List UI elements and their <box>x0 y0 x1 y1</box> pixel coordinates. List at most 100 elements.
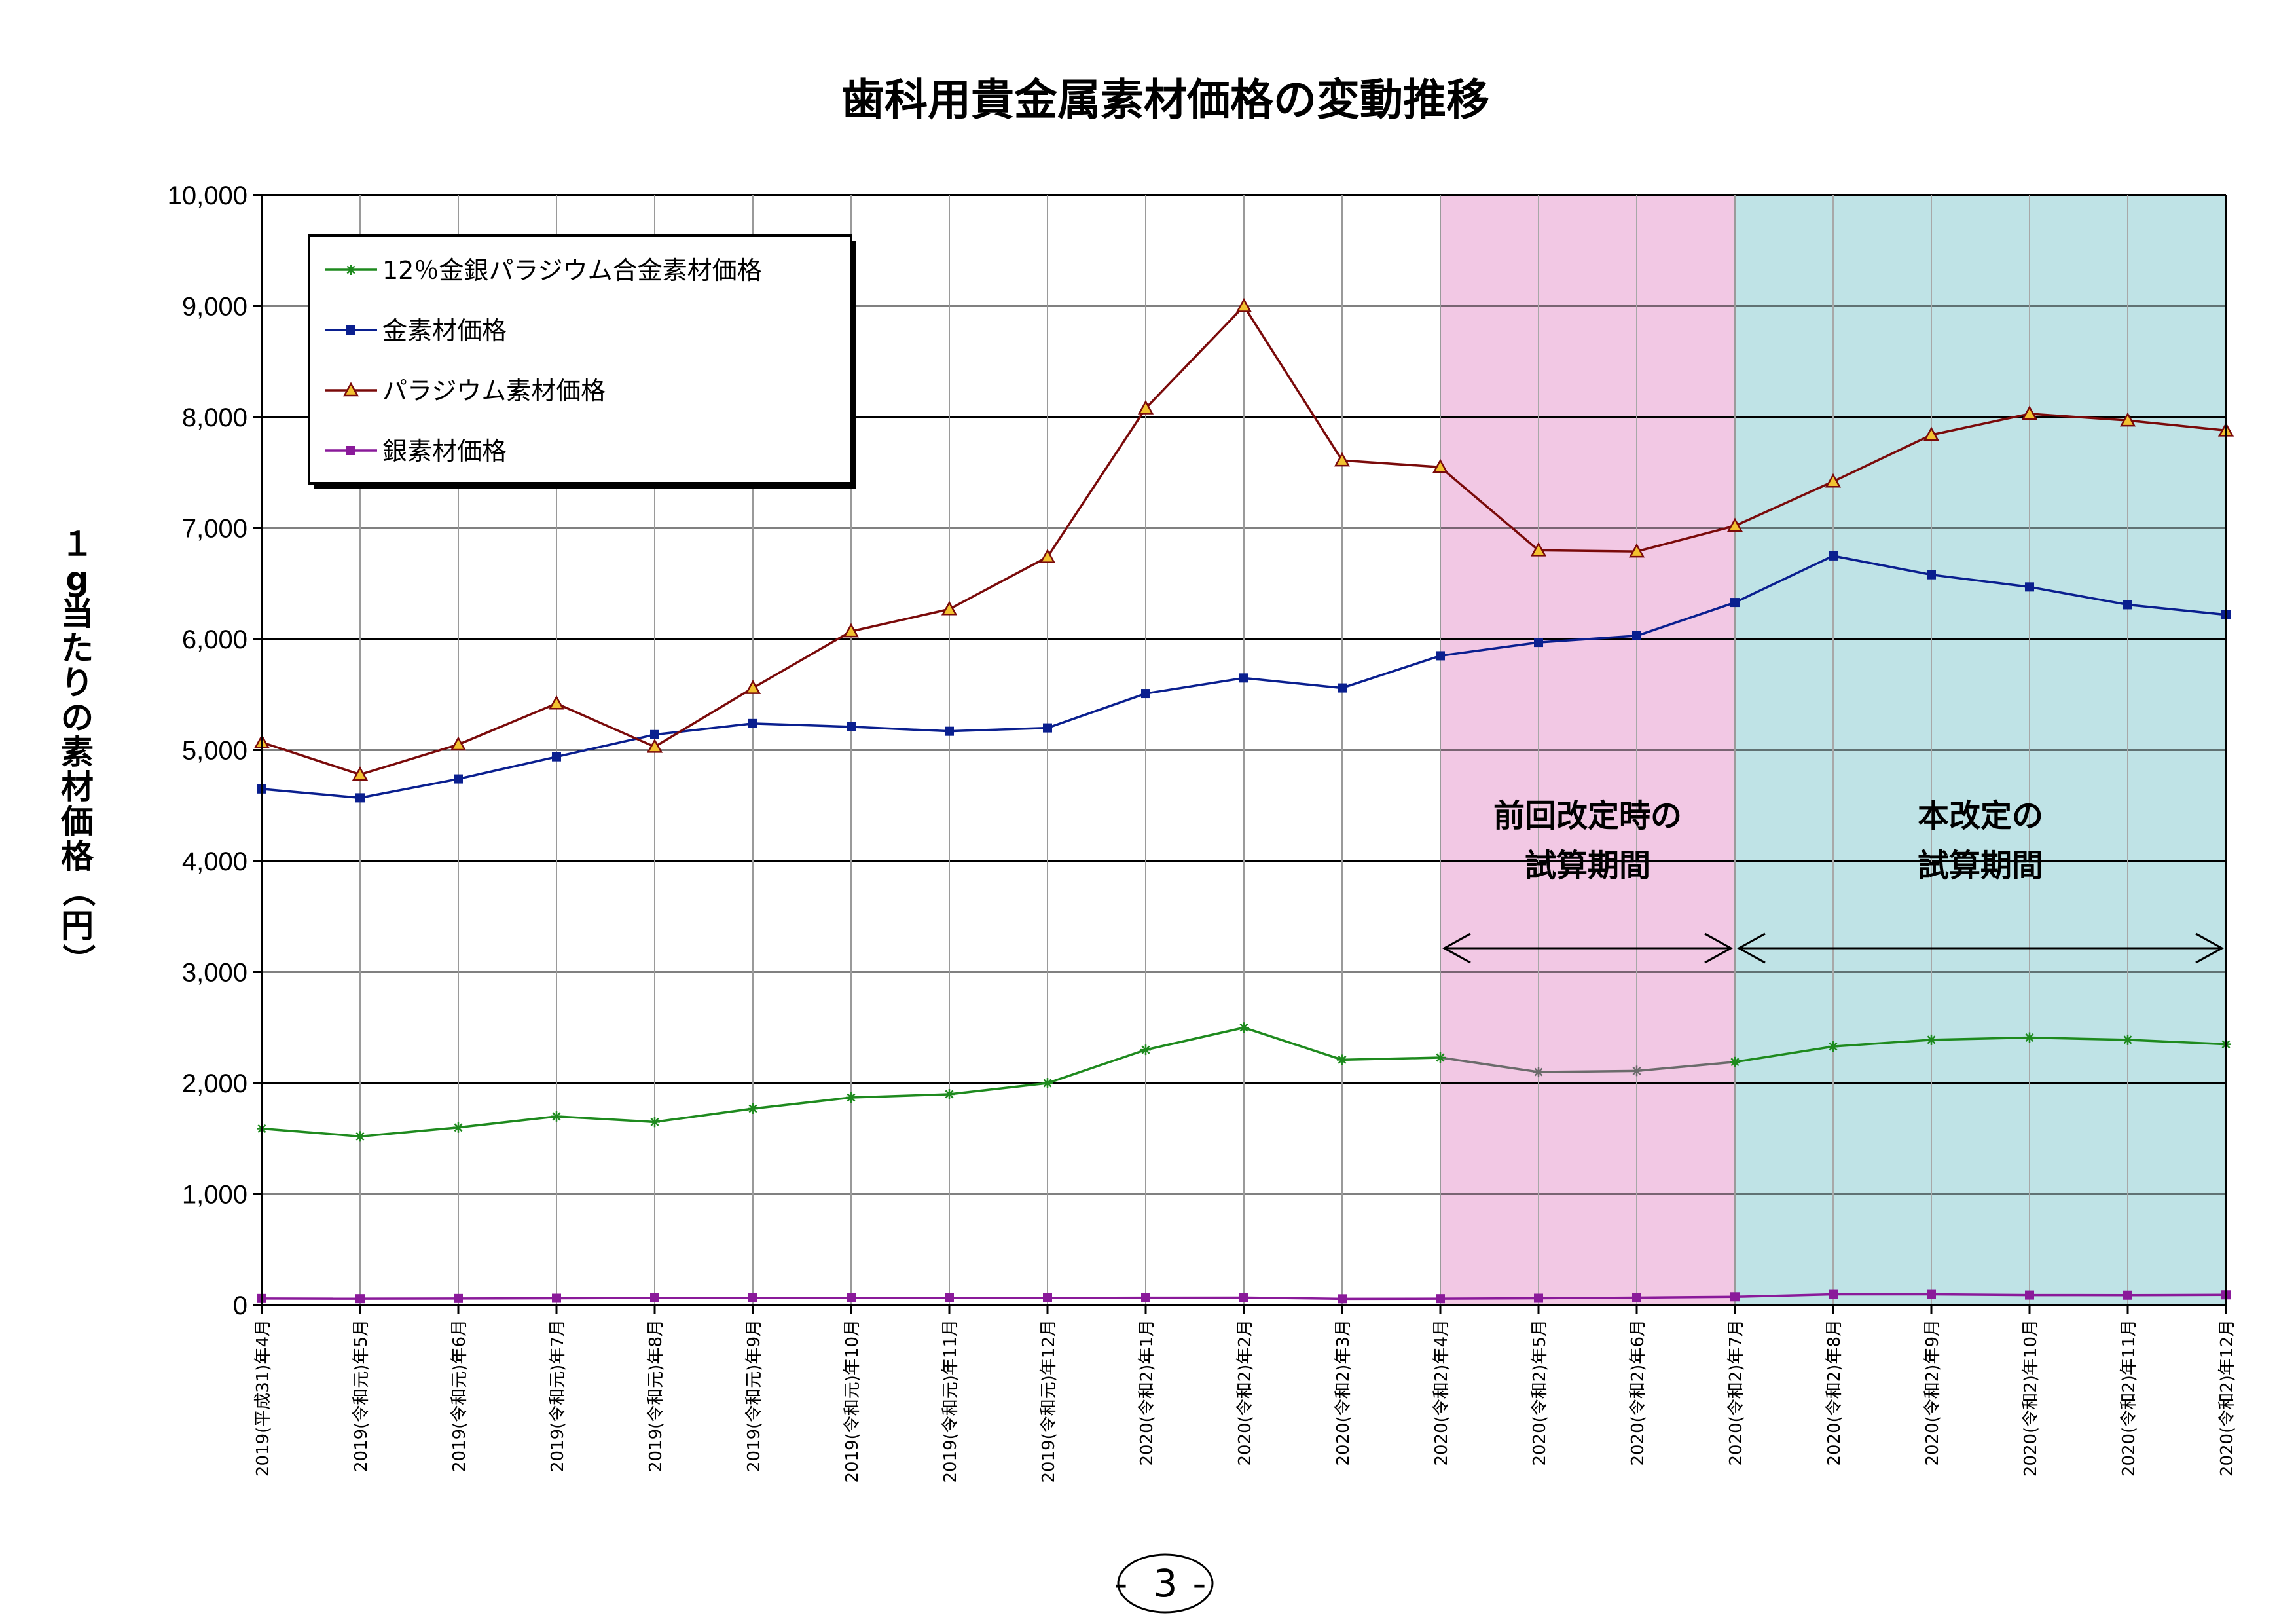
series-segment <box>1734 555 1834 604</box>
data-point <box>1534 1293 1543 1303</box>
y-tick-label: 6,000 <box>182 625 247 654</box>
data-point <box>552 1293 561 1303</box>
data-point <box>1141 1293 1150 1302</box>
x-tick-label: 2020(令和2)年11月 <box>2119 1320 2139 1477</box>
series-segment <box>2127 419 2227 432</box>
series-segment <box>556 733 655 758</box>
data-point <box>1631 1065 1642 1077</box>
data-point <box>2123 1034 2133 1045</box>
series-segment <box>1243 1296 1343 1301</box>
data-point <box>1235 297 1252 312</box>
data-point <box>2119 412 2136 427</box>
y-tick-label: 3,000 <box>182 959 247 987</box>
data-point <box>1043 1293 1052 1302</box>
series-segment <box>949 726 1048 733</box>
series-1 <box>257 1022 2231 1142</box>
data-point <box>2123 1290 2132 1300</box>
series-segment <box>1047 1048 1146 1084</box>
x-tick-label: 2020(令和2)年5月 <box>1530 1320 1550 1466</box>
data-point <box>454 774 463 784</box>
series-segment <box>2029 413 2128 422</box>
axes <box>253 194 2227 1314</box>
data-point <box>944 1088 955 1099</box>
series-segment <box>1734 480 1834 527</box>
data-point <box>1923 426 1940 441</box>
y-tick-label: 2,000 <box>182 1069 247 1098</box>
data-point <box>1337 1054 1347 1065</box>
data-point <box>355 793 365 803</box>
series-segment <box>1046 407 1147 558</box>
x-tick-label: 2019(平成31)年4月 <box>253 1320 273 1477</box>
series-segment <box>949 1082 1048 1096</box>
data-point <box>1829 551 1838 561</box>
series-segment <box>1243 1026 1343 1061</box>
x-tick-label: 2020(令和2)年4月 <box>1432 1320 1451 1466</box>
series-segment <box>2127 1039 2227 1046</box>
series-segment <box>654 1107 754 1124</box>
x-tick-label: 2019(令和元)年12月 <box>1039 1320 1059 1483</box>
data-point <box>453 1122 464 1133</box>
series-segment <box>1243 305 1343 462</box>
y-tick-label: 10,000 <box>168 181 247 210</box>
period-label-line1: 前回改定時の <box>1493 798 1682 834</box>
data-point <box>1239 1022 1249 1033</box>
x-tick-label: 2019(令和元)年8月 <box>646 1320 666 1472</box>
series-segment <box>1636 601 1736 637</box>
series-segment <box>556 702 655 748</box>
period-arrow <box>1442 932 1734 964</box>
data-point <box>1042 1078 1053 1088</box>
data-point <box>1338 683 1347 693</box>
data-point <box>945 1293 954 1302</box>
series-segment <box>1047 692 1146 729</box>
data-point <box>552 752 561 762</box>
data-point <box>2021 405 2038 420</box>
data-point <box>1432 458 1449 473</box>
x-tick-label: 2020(令和2)年3月 <box>1334 1320 1353 1466</box>
data-point <box>744 680 761 694</box>
data-point <box>1730 1056 1740 1067</box>
data-point <box>1533 1067 1544 1078</box>
data-point <box>1628 543 1645 558</box>
series-segment <box>1341 1056 1441 1061</box>
data-point <box>1825 473 1842 488</box>
series-segment <box>1440 641 1539 657</box>
series-segment <box>654 722 754 736</box>
data-point <box>847 722 856 731</box>
period-arrow <box>1736 932 2225 964</box>
x-tick-label: 2019(令和元)年10月 <box>843 1320 862 1483</box>
data-point <box>1730 598 1740 608</box>
data-point <box>1730 1292 1740 1302</box>
series-segment <box>1440 1056 1539 1073</box>
y-tick-label: 5,000 <box>182 737 247 766</box>
series-segment <box>752 630 852 690</box>
series-segment <box>261 741 361 776</box>
y-label-char: 円 <box>61 907 94 945</box>
period-label-line2: 試算期間 <box>1525 847 1650 884</box>
data-point <box>454 1293 463 1303</box>
series-segment <box>458 702 557 746</box>
legend-entry: 銀素材価格 <box>382 437 507 466</box>
data-point <box>1926 1034 1937 1045</box>
data-point <box>1534 638 1543 648</box>
series-segment <box>458 755 557 781</box>
data-point <box>748 718 757 728</box>
data-point <box>941 600 958 616</box>
series-segment <box>1341 459 1441 469</box>
chart-title: 歯科用貴金属素材価格の変動推移 <box>841 75 1489 125</box>
x-tick-label: 2019(令和元)年9月 <box>744 1320 764 1472</box>
y-tick-labels: 0 1,000 2,000 3,000 4,000 5,000 6,000 7,000 8,00… <box>168 181 247 1320</box>
page-number-text: 3 <box>1154 1561 1178 1606</box>
y-label-char: 価 <box>60 803 94 841</box>
series-segment <box>1734 1293 1834 1299</box>
data-point <box>1137 399 1154 415</box>
series-segment <box>1439 466 1540 551</box>
series-segment <box>1636 1061 1736 1073</box>
x-tick-labels: 2019(平成31)年4月 2019(令和元)年5月 2019(令和元)年6月 201… <box>253 1320 2237 1483</box>
series-segment <box>359 777 459 800</box>
page-number-oval <box>1117 1553 1214 1614</box>
series-segment <box>556 1297 655 1300</box>
series-segment <box>1931 573 2030 589</box>
data-point <box>649 1116 660 1128</box>
